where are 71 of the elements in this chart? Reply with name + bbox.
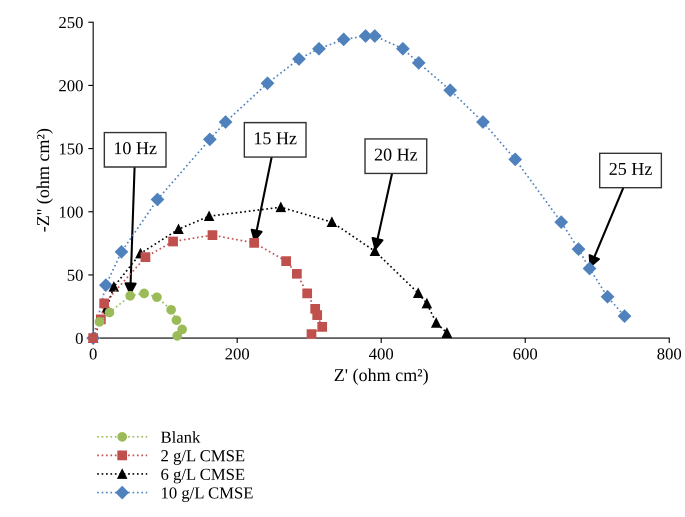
legend-label: Blank <box>161 431 200 443</box>
point <box>276 202 286 212</box>
point <box>139 288 150 298</box>
point <box>208 230 218 240</box>
point <box>108 282 119 292</box>
point <box>444 84 457 97</box>
x-tick-label: 600 <box>513 348 538 360</box>
x-axis-title: Z' (ohm cm²) <box>334 368 428 385</box>
annotation: 20 Hz <box>374 148 418 161</box>
point <box>312 42 326 56</box>
annotation: 25 Hz <box>610 162 652 176</box>
y-tick-label: 200 <box>59 80 83 92</box>
point <box>177 324 188 334</box>
x-tick-label: 0 <box>90 348 97 360</box>
annotation: 10 Hz <box>114 142 156 154</box>
point <box>396 42 410 56</box>
point <box>431 318 442 328</box>
point <box>281 256 292 266</box>
legend-label: 2 g/L CMSE <box>161 450 244 465</box>
point <box>582 262 596 276</box>
point <box>370 246 380 256</box>
point <box>166 304 176 315</box>
legend-label: 6 g/L CMSE <box>161 468 244 484</box>
x-tick-label: 400 <box>369 348 394 360</box>
point <box>94 316 104 327</box>
point <box>327 217 337 227</box>
point <box>168 236 178 246</box>
legend-label: 10 g/L CMSE <box>162 487 253 502</box>
point <box>508 152 522 166</box>
point <box>554 216 568 229</box>
point <box>260 76 274 90</box>
point <box>150 192 164 206</box>
point <box>572 242 586 256</box>
point <box>172 330 182 341</box>
point <box>476 115 490 129</box>
point <box>412 56 426 70</box>
y-tick-label: 50 <box>68 270 83 281</box>
point <box>204 211 214 222</box>
y-axis-title: -Z'' (ohm cm²) <box>36 128 53 232</box>
point <box>292 268 302 279</box>
y-tick-label: 100 <box>60 206 83 218</box>
point <box>292 52 306 66</box>
x-tick-label: 800 <box>657 348 682 360</box>
point <box>140 252 150 262</box>
point <box>312 310 322 320</box>
point <box>99 278 112 292</box>
point <box>317 322 328 332</box>
point <box>600 290 614 304</box>
point <box>618 310 632 323</box>
point <box>442 328 452 338</box>
point <box>99 298 110 308</box>
point <box>413 288 424 298</box>
point <box>174 224 184 234</box>
point <box>114 245 128 258</box>
point <box>306 329 316 339</box>
point <box>172 315 182 326</box>
point <box>302 288 312 298</box>
y-tick-label: 0 <box>76 332 83 344</box>
annotation: 15 Hz <box>254 132 296 144</box>
x-tick-label: 200 <box>225 348 250 360</box>
point <box>152 292 162 302</box>
y-tick-label: 150 <box>60 143 83 155</box>
point <box>125 290 136 301</box>
point <box>337 32 350 46</box>
y-tick-label: 250 <box>59 16 83 28</box>
point <box>368 29 382 43</box>
point <box>219 115 232 129</box>
point <box>203 132 216 146</box>
point <box>422 298 432 308</box>
point <box>249 238 260 248</box>
point <box>104 308 114 318</box>
